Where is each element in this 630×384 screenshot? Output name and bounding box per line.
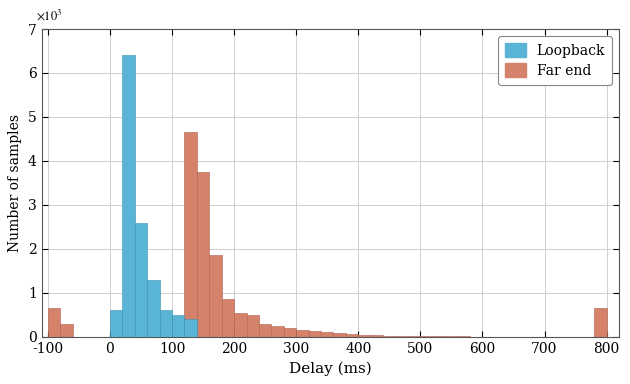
Bar <box>333 333 346 337</box>
Bar <box>172 315 185 337</box>
Bar <box>370 335 383 337</box>
Bar <box>309 331 321 337</box>
Bar <box>396 336 408 337</box>
Text: $\times 10^3$: $\times 10^3$ <box>36 8 62 23</box>
Bar <box>48 308 60 337</box>
Bar <box>284 328 296 337</box>
Bar <box>457 336 470 337</box>
Bar <box>122 55 135 337</box>
Bar <box>420 336 433 337</box>
Bar <box>445 336 457 337</box>
X-axis label: Delay (ms): Delay (ms) <box>289 361 372 376</box>
Bar <box>159 311 172 337</box>
Bar <box>383 336 396 337</box>
Bar <box>147 280 159 337</box>
Bar <box>358 335 370 337</box>
Y-axis label: Number of samples: Number of samples <box>8 114 22 252</box>
Bar <box>60 324 72 337</box>
Bar <box>433 336 445 337</box>
Bar <box>296 330 309 337</box>
Bar <box>185 319 197 337</box>
Bar <box>246 315 259 337</box>
Bar <box>172 319 185 337</box>
Bar <box>147 333 159 337</box>
Bar <box>209 255 222 337</box>
Bar <box>259 324 272 337</box>
Bar <box>272 326 284 337</box>
Bar <box>135 222 147 337</box>
Bar <box>408 336 420 337</box>
Bar <box>222 300 234 337</box>
Bar <box>197 172 209 337</box>
Bar <box>234 313 246 337</box>
Bar <box>321 333 333 337</box>
Bar <box>185 132 197 337</box>
Bar <box>594 308 607 337</box>
Bar <box>110 311 122 337</box>
Bar <box>346 334 358 337</box>
Bar <box>159 333 172 337</box>
Legend: Loopback, Far end: Loopback, Far end <box>498 36 612 85</box>
